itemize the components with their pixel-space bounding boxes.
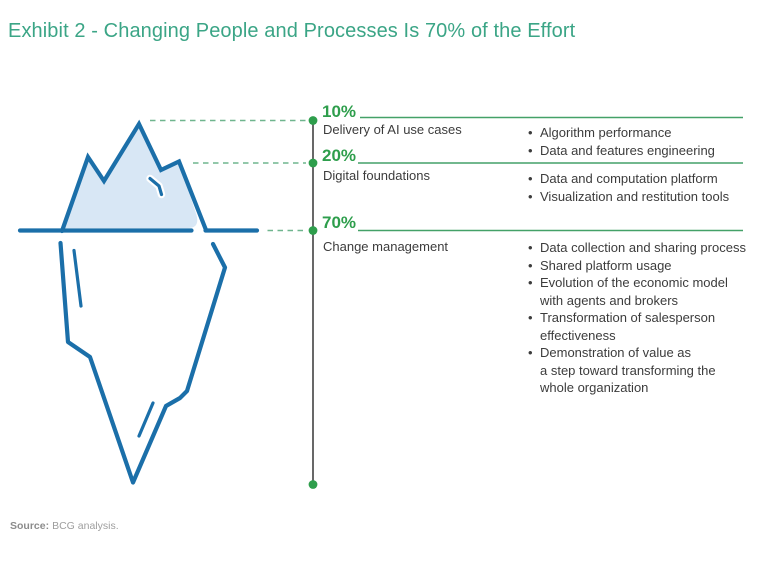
section-10pct-value: 10% [322, 102, 357, 121]
source-text: BCG analysis. [52, 520, 119, 532]
axis-dot-bottom [308, 480, 318, 489]
bullet-item: Data and features engineering [527, 142, 768, 160]
iceberg-above-water-outline [59, 119, 209, 234]
source-label: Source: [10, 520, 50, 532]
section-20pct-label: Digital foundations [323, 168, 430, 183]
bullet-item: Demonstration of value as a step toward … [527, 344, 768, 397]
bullet-item: Algorithm performance [527, 124, 768, 142]
bullet-item: Shared platform usage [527, 257, 768, 275]
section-10pct-bullet-list: Algorithm performance Data and features … [527, 124, 768, 159]
iceberg-bottom-accent [137, 401, 155, 438]
axis-dot-20pct [308, 158, 318, 168]
bullet-item: Transformation of salesperson effectiven… [527, 309, 768, 344]
section-20pct-value: 20% [322, 146, 357, 165]
exhibit-title: Exhibit 2 - Changing People and Processe… [8, 20, 576, 42]
section-20pct-bullet-list: Data and computation platform Visualizat… [527, 170, 768, 205]
axis-dot-70pct [308, 226, 318, 235]
bullet-item: Visualization and restitution tools [527, 188, 768, 206]
iceberg-peak-accent [148, 176, 164, 197]
iceberg-below-water-outline [58, 240, 228, 485]
axis-dot-10pct [308, 116, 318, 125]
bullet-item: Data collection and sharing process [527, 239, 768, 257]
bullet-item: Data and computation platform [527, 170, 768, 188]
section-70pct-bullet-list: Data collection and sharing process Shar… [527, 239, 768, 397]
section-70pct-label: Change management [323, 239, 449, 254]
source-line: Source: BCG analysis. [10, 520, 119, 532]
section-70pct-value: 70% [322, 213, 357, 232]
iceberg-left-accent [72, 248, 83, 308]
iceberg-above-water-fill [63, 124, 198, 228]
section-10pct-label: Delivery of AI use cases [323, 122, 462, 137]
bullet-item: Evolution of the economic model with age… [527, 274, 768, 309]
